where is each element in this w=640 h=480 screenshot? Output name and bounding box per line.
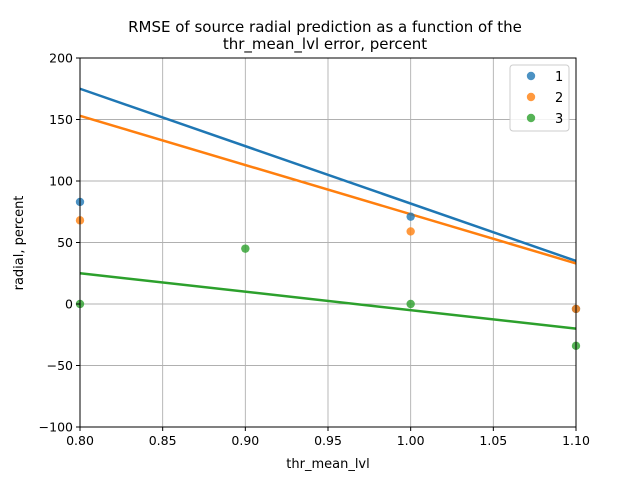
- x-tick-label: 0.90: [231, 433, 259, 448]
- y-tick-label: −100: [39, 420, 73, 435]
- legend-box: [509, 64, 570, 132]
- y-tick-label: 0: [65, 297, 73, 312]
- y-tick-label: 150: [49, 112, 73, 127]
- legend-marker-series-3: [526, 113, 536, 123]
- y-tick-label: 100: [49, 174, 73, 189]
- fit-line-series-3: [79, 272, 577, 330]
- x-tick-label: 1.05: [479, 433, 507, 448]
- data-point-series-3: [241, 244, 250, 253]
- legend-label-series-3: 3: [555, 112, 563, 127]
- y-tick-label: −50: [47, 358, 73, 373]
- fit-line-series-1: [79, 87, 577, 263]
- legend-marker-series-1: [526, 71, 536, 81]
- axis-ticks: 0.80 0.85 0.90 0.95 1.00 1.05 1.10 −100 −50 0 50 10…: [39, 51, 590, 449]
- legend: 1 2 3: [509, 64, 570, 132]
- x-tick-label: 1.00: [397, 433, 425, 448]
- chart-title-line-2: thr_mean_lvl error, percent: [223, 35, 427, 54]
- x-axis-label: thr_mean_lvl: [286, 457, 369, 472]
- data-point-series-1: [406, 212, 415, 221]
- y-tick-label: 50: [57, 235, 73, 250]
- x-tick-label: 0.85: [149, 433, 177, 448]
- data-point-series-3: [406, 299, 415, 309]
- y-tick-label: 200: [49, 51, 73, 66]
- fit-lines: [79, 87, 577, 330]
- legend-label-series-2: 2: [555, 91, 563, 106]
- chart-title-line-1: RMSE of source radial prediction as a fu…: [128, 18, 522, 36]
- x-tick-label: 0.95: [314, 433, 342, 448]
- data-point-series-2: [406, 227, 415, 236]
- legend-marker-series-2: [526, 92, 536, 102]
- y-axis-label: radial, percent: [12, 196, 27, 291]
- x-tick-label: 1.10: [562, 433, 590, 448]
- legend-label-series-1: 1: [555, 70, 563, 85]
- x-tick-label: 0.80: [66, 433, 94, 448]
- data-points: [75, 197, 581, 351]
- fit-line-series-2: [79, 114, 577, 265]
